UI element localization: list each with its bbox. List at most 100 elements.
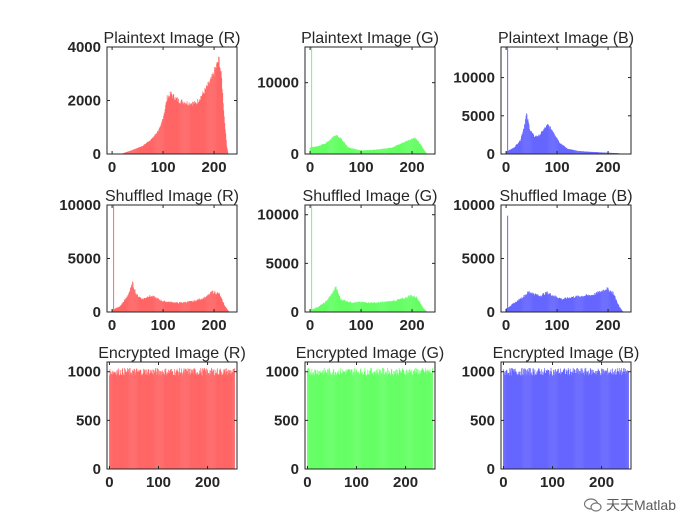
histogram-bar: [176, 302, 178, 312]
histogram-bar: [114, 371, 116, 469]
histogram-bar: [565, 298, 567, 312]
histogram-bar: [320, 304, 322, 312]
histogram-bar: [400, 144, 402, 154]
histogram-bar: [509, 306, 511, 312]
histogram-bar: [219, 67, 221, 154]
histogram-bar: [200, 368, 202, 469]
histogram-bar: [572, 367, 574, 469]
histogram-bar: [170, 92, 172, 154]
histogram-bar: [112, 309, 114, 312]
histogram-bar: [222, 374, 224, 469]
histogram-bar: [412, 296, 413, 312]
histogram-bar: [515, 302, 517, 312]
histogram-bar: [309, 374, 311, 469]
histogram-bar: [364, 368, 366, 469]
histogram-bar: [129, 368, 131, 469]
histogram-bar: [160, 371, 161, 469]
histogram-bar: [202, 91, 204, 154]
histogram-bar: [121, 375, 123, 469]
histogram-bar: [189, 301, 190, 312]
histogram-bar: [135, 148, 137, 154]
histogram-bar: [574, 150, 576, 154]
histogram-bar: [418, 141, 420, 154]
histogram-bar: [171, 368, 173, 469]
histogram-bar: [577, 295, 579, 312]
histogram-bar: [188, 105, 189, 154]
histogram-bar: [396, 300, 398, 312]
histogram-bar: [607, 152, 608, 154]
histogram-bar: [221, 88, 223, 154]
histogram-bar: [155, 133, 157, 154]
histogram-bar: [524, 368, 526, 469]
histogram-bar: [165, 101, 167, 154]
histogram-bar: [159, 126, 161, 154]
histogram-bar: [615, 374, 617, 469]
histogram-bar: [218, 56, 220, 155]
histogram-bar: [371, 150, 373, 154]
histogram-bar: [400, 299, 402, 312]
histogram-bar: [569, 298, 571, 312]
histogram-bar: [328, 368, 330, 469]
histogram-bar: [308, 368, 310, 469]
histogram-bar: [317, 146, 319, 154]
histogram-bar: [575, 295, 577, 312]
histogram-bar: [159, 299, 160, 312]
histogram-bar: [137, 147, 139, 154]
histogram-bar: [346, 300, 348, 312]
histogram-bar: [336, 375, 337, 469]
histogram-bar: [346, 146, 348, 154]
histogram-bar: [591, 151, 593, 154]
histogram-bar: [173, 98, 175, 154]
y-tick-label: 0: [291, 304, 299, 321]
histogram-bar: [511, 148, 513, 154]
histogram-bar: [164, 302, 166, 312]
histogram-bar: [316, 146, 318, 154]
histogram-bar: [398, 299, 400, 312]
histogram-bar: [309, 370, 310, 469]
histogram-bar: [163, 300, 165, 312]
histogram-bar: [519, 371, 521, 469]
histogram-bar: [206, 295, 207, 312]
histogram-bar: [612, 292, 614, 312]
histogram-bar: [410, 371, 412, 469]
histogram-bar: [357, 372, 358, 469]
histogram-bar: [182, 372, 184, 469]
histogram-bar: [196, 103, 198, 154]
histogram-bar: [590, 151, 592, 154]
histogram-bar: [587, 372, 589, 469]
histogram-bar: [385, 372, 386, 469]
histogram-bar: [399, 370, 401, 469]
histogram-bar: [215, 294, 217, 312]
histogram-bar: [411, 374, 412, 469]
histogram-bar: [412, 138, 414, 154]
histogram-bar: [561, 144, 563, 154]
histogram-bar: [524, 373, 525, 469]
histogram-bar: [359, 375, 361, 469]
histogram-bar: [191, 301, 193, 312]
histogram-bar: [362, 302, 364, 312]
histogram-bar: [386, 372, 387, 469]
y-tick-label: 0: [291, 461, 299, 478]
histogram-bar: [190, 301, 192, 312]
histogram-bar: [148, 141, 150, 154]
histogram-bar: [330, 139, 332, 154]
histogram-bar: [531, 294, 533, 312]
histogram-bar: [310, 147, 312, 154]
histogram-bar: [546, 370, 547, 469]
axes-box: [500, 361, 632, 470]
histogram-bar: [565, 147, 567, 154]
histogram-bar: [332, 137, 333, 154]
histogram-bar: [176, 302, 178, 312]
histogram-bar: [311, 374, 312, 469]
histogram-bar: [133, 370, 134, 469]
histogram-bar: [522, 297, 524, 312]
histogram-bar: [316, 146, 318, 154]
histogram-bar: [364, 150, 366, 154]
histogram-bar: [383, 148, 385, 154]
histogram-bar: [586, 151, 588, 154]
y-tick-label: 0: [487, 304, 495, 321]
histogram-bar: [529, 292, 530, 312]
histogram-bar: [404, 374, 405, 469]
histogram-bar: [413, 296, 414, 312]
histogram-bar: [567, 148, 569, 154]
